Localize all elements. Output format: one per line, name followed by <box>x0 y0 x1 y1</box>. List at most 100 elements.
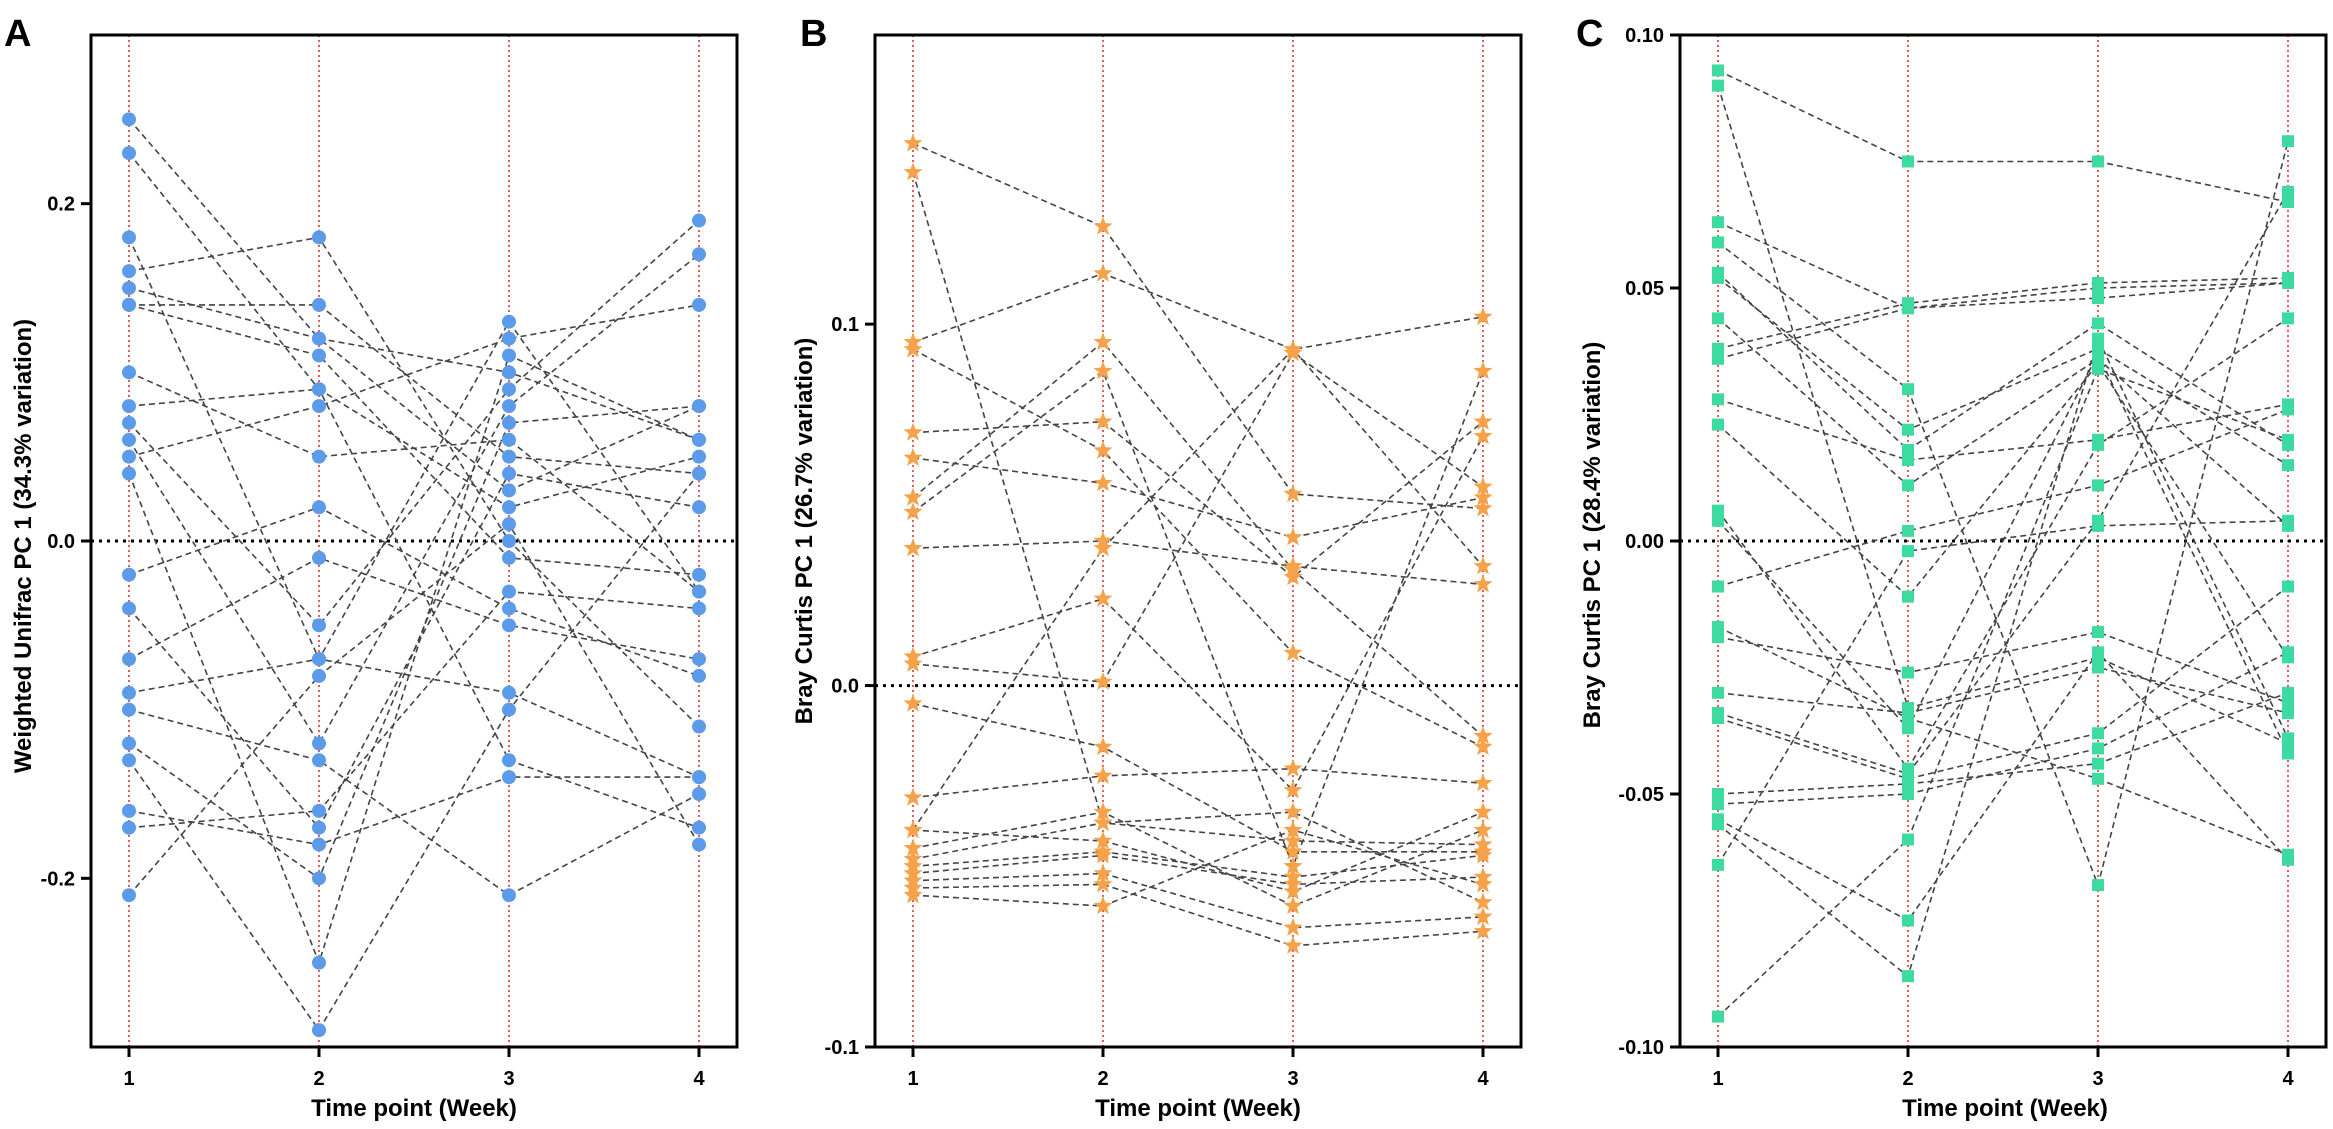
x-axis-title-b: Time point (Week) <box>1095 1095 1301 1122</box>
data-point-s3-w3 <box>502 314 516 329</box>
data-point-s22-w2 <box>1093 896 1113 915</box>
data-point-s25-w3 <box>2092 332 2104 345</box>
series-line-18 <box>128 708 700 897</box>
data-point-s16-w4 <box>1473 820 1493 839</box>
series-line-14 <box>1717 408 2289 588</box>
data-point-s18-w3 <box>502 888 516 903</box>
data-point-s12-w1 <box>903 693 923 712</box>
y-ticks-a: -0.2 0.0 0.2 <box>41 194 91 890</box>
series-line-19 <box>128 405 700 880</box>
data-point-s20-w1 <box>1712 788 1724 800</box>
data-point-s10-w1 <box>1712 393 1724 406</box>
data-point-s16-w1 <box>903 838 923 857</box>
data-point-s20-w4 <box>692 466 706 481</box>
data-point-s23-w4 <box>692 837 706 852</box>
data-point-s1-w3 <box>1283 484 1303 503</box>
data-point-s17-w1 <box>1712 686 1724 699</box>
series-line-14 <box>128 506 700 677</box>
series-line-2 <box>912 172 1484 904</box>
data-point-s22-w1 <box>122 820 136 835</box>
data-point-s23-w3 <box>2092 519 2104 532</box>
data-point-s22-w1 <box>903 885 923 904</box>
data-point-s21-w4 <box>1473 921 1493 940</box>
data-point-s17-w2 <box>1093 812 1113 831</box>
y-tick-label: -0.10 <box>1618 1037 1664 1059</box>
series-line-3 <box>128 237 700 661</box>
series-line-10 <box>1717 398 2289 461</box>
series-line-10 <box>128 219 700 627</box>
series-line-22 <box>912 829 1484 907</box>
data-point-s23-w1 <box>1712 858 1724 871</box>
series-markers-b <box>903 133 1493 954</box>
data-point-s1-w1 <box>903 133 923 152</box>
data-point-s10-w3 <box>1283 780 1303 799</box>
data-point-s20-w3 <box>2092 757 2104 770</box>
data-point-s22-w2 <box>312 803 326 818</box>
series-line-5 <box>912 420 1484 579</box>
data-point-s3-w2 <box>1093 263 1113 282</box>
data-point-s3-w1 <box>122 230 136 245</box>
x-axis-title-c: Time point (Week) <box>1902 1095 2108 1122</box>
series-line-10 <box>912 435 1484 792</box>
data-point-s12-w4 <box>692 297 706 312</box>
data-point-s17-w3 <box>502 685 516 700</box>
data-point-s3-w4 <box>1473 306 1493 325</box>
data-point-s15-w3 <box>2092 772 2104 785</box>
data-point-s16-w4 <box>2282 696 2294 709</box>
data-point-s4-w1 <box>903 339 923 358</box>
week-guides-b <box>912 35 1484 1047</box>
data-point-s16-w3 <box>2092 626 2104 639</box>
x-tick-label: 2 <box>313 1068 324 1090</box>
data-point-s9-w4 <box>692 449 706 464</box>
panel-label-a: A <box>4 13 31 55</box>
data-point-s6-w3 <box>502 449 516 464</box>
y-tick-label: -0.05 <box>1618 784 1664 806</box>
data-point-s9-w3 <box>2092 282 2104 294</box>
data-point-s22-w4 <box>2282 853 2294 866</box>
data-point-s2-w4 <box>1473 892 1493 911</box>
x-tick-label: 1 <box>123 1068 134 1090</box>
series-markers-a <box>122 112 706 1038</box>
panel-c: C -0.10 -0.05 0.00 0.05 0.10 1 2 3 4 Time point… <box>1576 13 2328 1122</box>
series-lines-b <box>912 142 1484 947</box>
data-point-s11-w2 <box>312 736 326 751</box>
data-point-s4-w1 <box>1712 236 1724 249</box>
data-point-s16-w3 <box>502 618 516 633</box>
series-line-19 <box>1717 585 2289 780</box>
data-point-s6-w2 <box>312 297 326 312</box>
series-line-17 <box>128 658 700 778</box>
x-ticks-b: 1 2 3 4 <box>907 1047 1489 1090</box>
x-ticks-c: 1 2 3 4 <box>1712 1047 2294 1090</box>
data-point-s23-w2 <box>312 668 326 683</box>
data-point-s5-w3 <box>1283 567 1303 586</box>
series-line-15 <box>1717 626 2289 856</box>
data-point-s10-w2 <box>1093 588 1113 607</box>
data-point-s7-w4 <box>692 567 706 582</box>
data-point-s19-w1 <box>1712 712 1724 725</box>
y-tick-label: 0.05 <box>1625 278 1664 300</box>
data-point-s21-w2 <box>312 837 326 852</box>
series-line-2 <box>128 152 700 829</box>
data-point-s14-w3 <box>1283 339 1303 358</box>
data-point-s4-w3 <box>502 534 516 548</box>
data-point-s13-w2 <box>1902 722 1914 735</box>
series-line-9 <box>128 388 700 509</box>
series-line-8 <box>912 369 1484 869</box>
data-point-s15-w1 <box>122 601 136 616</box>
series-line-4 <box>128 236 700 728</box>
data-point-s21-w1 <box>1712 798 1724 811</box>
series-line-14 <box>912 348 1484 831</box>
data-point-s25-w4 <box>2282 732 2294 745</box>
data-point-s10-w1 <box>122 415 136 430</box>
data-point-s2-w1 <box>122 146 136 161</box>
data-point-s8-w4 <box>1473 361 1493 380</box>
data-point-s8-w4 <box>692 584 706 599</box>
data-point-s9-w2 <box>1902 302 1914 315</box>
data-point-s11-w1 <box>122 432 136 447</box>
series-line-1 <box>912 142 1484 510</box>
data-point-s5-w2 <box>312 331 326 346</box>
data-point-s4-w2 <box>1093 440 1113 459</box>
data-point-s18-w4 <box>692 787 706 801</box>
data-point-s17-w3 <box>1283 830 1303 850</box>
